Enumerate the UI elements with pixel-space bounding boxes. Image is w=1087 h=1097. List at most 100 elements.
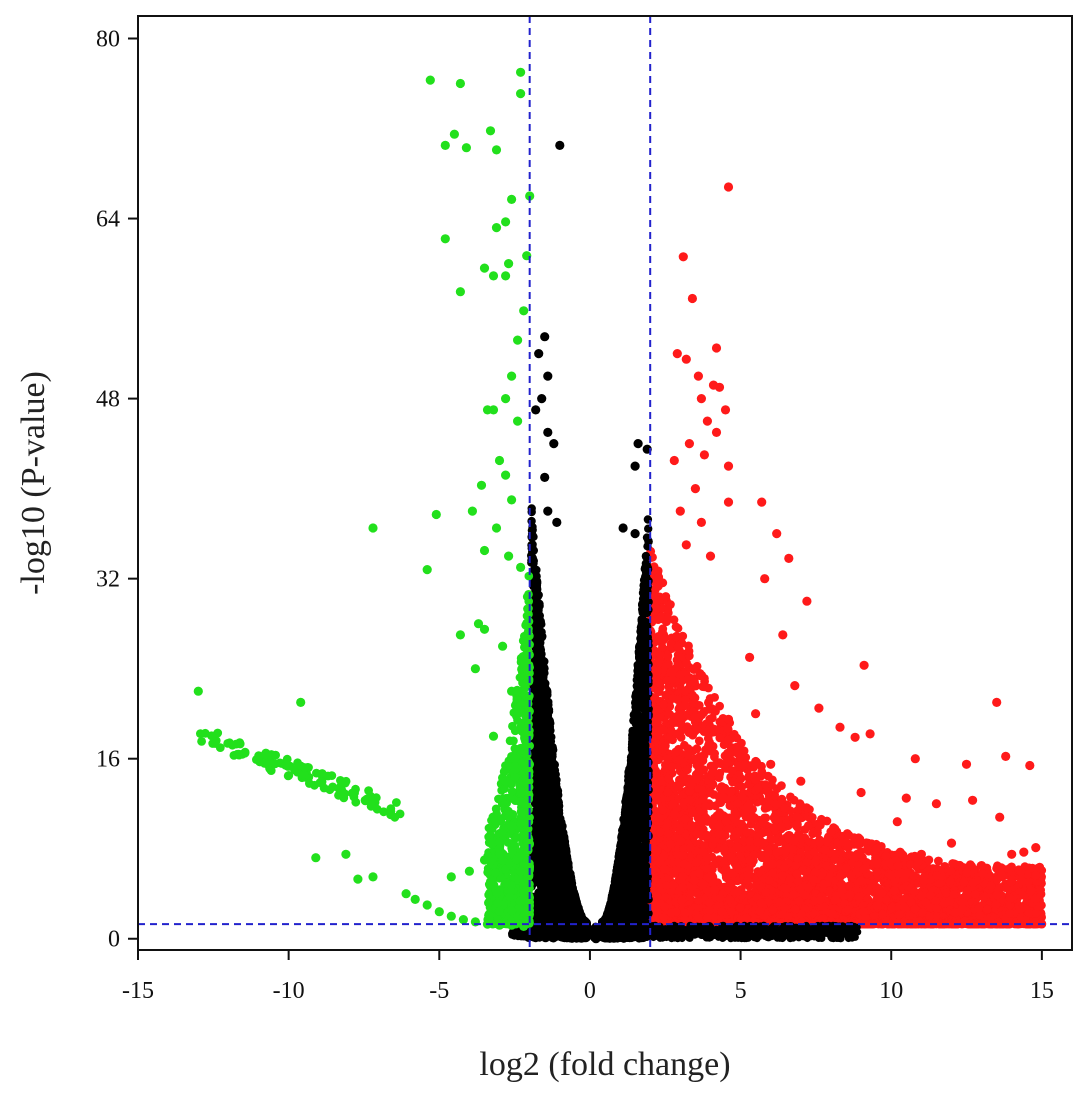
up-point [692, 744, 702, 754]
up-point [763, 803, 772, 812]
up-point [828, 863, 838, 873]
up-point [775, 847, 785, 856]
up-point [663, 754, 672, 764]
up-point [827, 909, 837, 918]
up-point [886, 870, 896, 880]
up-point [803, 883, 813, 892]
up-point [764, 875, 774, 885]
up-point [686, 822, 696, 832]
up-point [831, 849, 840, 859]
up-point [768, 859, 778, 869]
up-point [666, 600, 675, 609]
up-point [935, 878, 945, 888]
up-point [723, 748, 732, 758]
up-point [733, 887, 742, 897]
up-point [856, 876, 866, 886]
up-point [992, 890, 1002, 900]
up-point [743, 876, 752, 886]
up-point [673, 659, 683, 669]
up-point [692, 858, 701, 867]
up-point [707, 871, 717, 880]
up-point [727, 766, 737, 775]
up-point [764, 789, 774, 798]
up-point [777, 794, 787, 804]
up-point [678, 882, 687, 892]
up-point [778, 871, 787, 881]
up-point [1031, 870, 1041, 880]
up-point [794, 896, 804, 906]
up-point [683, 765, 692, 775]
up-point [893, 861, 903, 871]
up-point [745, 855, 755, 865]
up-point [736, 774, 746, 783]
up-point [722, 757, 732, 767]
up-point [692, 829, 702, 839]
up-point [685, 787, 695, 796]
up-point [698, 794, 708, 804]
up-point [753, 783, 763, 793]
up-point [770, 823, 779, 833]
up-point [652, 846, 662, 855]
up-point [686, 842, 695, 852]
up-point [746, 813, 756, 823]
up-point [663, 829, 673, 838]
up-point [730, 810, 740, 819]
up-point [756, 771, 766, 781]
up-point [654, 687, 664, 696]
up-point [863, 844, 872, 854]
up-point [945, 877, 955, 886]
up-point [705, 714, 715, 724]
up-point [809, 847, 819, 857]
up-point [845, 890, 855, 899]
up-point [655, 679, 665, 689]
up-point [669, 869, 679, 878]
up-point [737, 819, 746, 829]
up-point [678, 851, 688, 860]
up-point [664, 774, 673, 784]
up-point [702, 830, 712, 840]
up-point [945, 896, 955, 906]
up-point [932, 871, 942, 880]
up-point [663, 651, 673, 661]
up-point [802, 803, 811, 812]
up-point [705, 694, 715, 703]
up-point [979, 892, 988, 902]
up-point [909, 871, 919, 881]
up-point [970, 889, 980, 899]
up-point [667, 762, 677, 772]
up-point [655, 813, 665, 823]
up-point [717, 907, 727, 916]
up-point [756, 829, 766, 838]
up-point [667, 908, 676, 918]
up-point [663, 818, 672, 828]
up-point [777, 781, 786, 790]
up-point [661, 741, 670, 751]
up-point [780, 862, 789, 872]
up-point [668, 799, 678, 809]
up-point [1036, 885, 1045, 895]
up-point [771, 815, 780, 825]
up-point [686, 779, 696, 788]
up-point [655, 726, 664, 736]
up-point [1005, 894, 1015, 903]
up-point [924, 855, 934, 865]
up-point [675, 755, 684, 765]
up-point [714, 812, 724, 821]
up-point [675, 670, 685, 679]
up-point [694, 768, 704, 777]
up-point [710, 885, 720, 895]
up-point [835, 872, 845, 882]
up-point [788, 844, 798, 854]
series-up [645, 182, 1047, 929]
up-point [695, 753, 705, 763]
up-point [1030, 894, 1040, 904]
up-point [697, 785, 706, 794]
up-point [758, 818, 768, 828]
up-point [697, 670, 707, 680]
up-point [742, 827, 751, 837]
up-point [815, 895, 825, 905]
up-point [658, 805, 668, 815]
up-point [780, 803, 790, 813]
up-point [711, 706, 720, 716]
